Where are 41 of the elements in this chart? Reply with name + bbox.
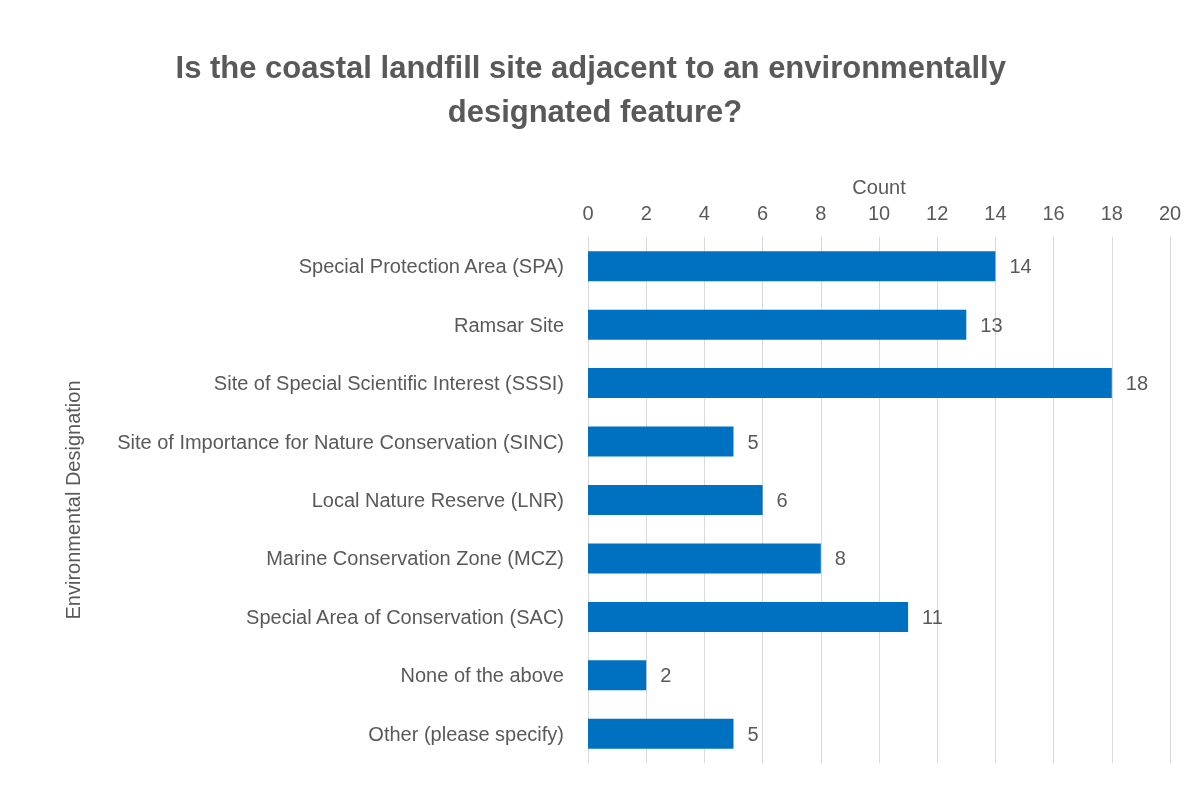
- x-tick-label: 4: [698, 202, 710, 224]
- data-label: 6: [776, 489, 788, 511]
- x-tick-label: 6: [757, 202, 769, 224]
- data-label: 11: [922, 605, 943, 628]
- y-axis-title: Environmental Designation: [62, 380, 84, 620]
- data-label: 14: [1009, 255, 1032, 278]
- data-label: 8: [834, 547, 846, 570]
- bar: [588, 251, 996, 282]
- data-label: 18: [1125, 372, 1149, 395]
- bar: [588, 718, 734, 749]
- data-label: 5: [747, 430, 759, 453]
- y-tick-label: Local Nature Reserve (LNR): [311, 489, 564, 511]
- x-tick-label: 18: [1100, 202, 1123, 224]
- y-tick-label: Site of Importance for Nature Conservation (SINC): [117, 430, 564, 453]
- x-tick-label: 12: [926, 202, 949, 224]
- data-label: 13: [980, 313, 1003, 336]
- bar: [588, 368, 1112, 399]
- y-tick-label: None of the above: [400, 664, 564, 687]
- y-tick-label: Special Protection Area (SPA): [298, 255, 564, 278]
- y-tick-label: Marine Conservation Zone (MCZ): [266, 547, 564, 570]
- y-tick-label: Other (please specify): [368, 722, 564, 745]
- bar: [588, 601, 909, 632]
- x-tick-label: 0: [582, 202, 594, 224]
- chart-title: Is the coastal landfill site adjacent to an environmentally designated feature?: [175, 49, 1015, 129]
- data-label: 2: [660, 664, 672, 687]
- bar: [588, 485, 763, 515]
- x-tick-label: 2: [640, 202, 652, 224]
- data-label: 5: [747, 722, 759, 745]
- bar: [588, 543, 821, 574]
- bar: [588, 426, 734, 457]
- x-tick-label: 20: [1158, 202, 1182, 224]
- x-axis-title: Count: [852, 176, 907, 198]
- y-tick-label: Ramsar Site: [453, 313, 564, 336]
- y-tick-label: Special Area of Conservation (SAC): [246, 605, 564, 628]
- x-tick-label: 14: [984, 202, 1007, 224]
- x-tick-label: 8: [815, 202, 827, 224]
- bar: [588, 660, 647, 691]
- y-tick-label: Site of Special Scientific Interest (SSSI): [213, 372, 564, 395]
- x-tick-label: 10: [867, 202, 891, 224]
- bar: [588, 309, 967, 340]
- x-tick-label: 16: [1042, 202, 1065, 224]
